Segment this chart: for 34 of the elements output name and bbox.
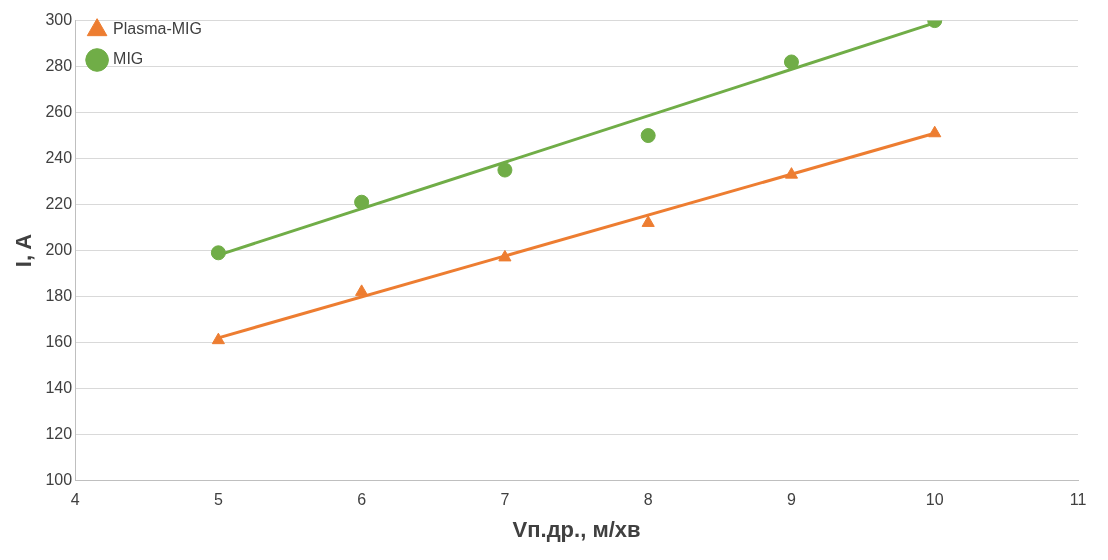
- y-tick-label: 240: [45, 148, 73, 166]
- x-tick-label: 6: [357, 491, 367, 509]
- point: [783, 54, 799, 70]
- legend-label: Plasma-MIG: [113, 20, 202, 38]
- point: [641, 215, 655, 227]
- y-axis-title: I, A: [11, 233, 37, 268]
- point: [498, 249, 512, 262]
- point: [640, 128, 656, 144]
- y-tick-label: 180: [45, 286, 73, 304]
- point: [354, 194, 370, 210]
- point: [928, 125, 942, 138]
- x-tick-label: 7: [500, 491, 510, 509]
- y-tick-label: 160: [45, 332, 73, 350]
- y-tick-label: 140: [45, 378, 73, 396]
- y-tick-label: 260: [45, 102, 73, 120]
- point: [497, 162, 513, 178]
- y-tick-label: 280: [45, 56, 73, 74]
- point: [210, 245, 226, 261]
- legend-label: MIG: [113, 50, 144, 68]
- point: [355, 284, 369, 296]
- x-tick-label: 11: [1069, 491, 1087, 509]
- y-tick-label: 300: [45, 11, 73, 29]
- y-tick-label: 120: [45, 424, 73, 442]
- x-axis-title: Vп.др., м/хв: [512, 516, 641, 542]
- x-tick-label: 9: [787, 491, 796, 509]
- y-tick-label: 220: [45, 194, 73, 212]
- x-tick-label: 10: [925, 491, 944, 509]
- y-tick-label: 200: [45, 240, 73, 258]
- x-tick-label: 4: [70, 491, 80, 509]
- y-tick-label: 100: [45, 470, 73, 488]
- x-tick-label: 8: [643, 491, 653, 509]
- point: [784, 167, 799, 179]
- x-tick-label: 5: [213, 491, 223, 509]
- point: [211, 332, 225, 345]
